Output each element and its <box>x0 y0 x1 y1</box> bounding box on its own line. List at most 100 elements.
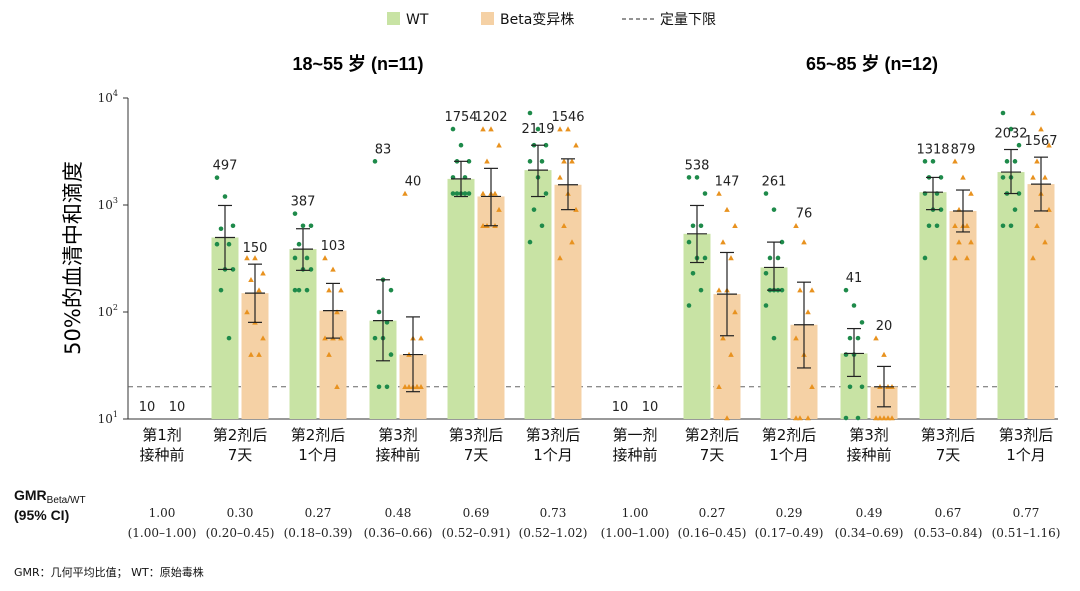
point-beta-p1g2-2 <box>252 255 258 261</box>
point-wt-p2g6-1 <box>1000 110 1006 116</box>
y-tick-1: 101 <box>98 410 128 426</box>
value-label-wt-p2g3: 261 <box>762 175 787 190</box>
gmr-header-main: GMR <box>14 487 47 503</box>
value-label-beta-p2g5: 879 <box>951 142 976 157</box>
gmr-ci-p1g3: (0.18–0.39) <box>284 526 353 540</box>
point-beta-p2g4-6 <box>873 415 879 421</box>
legend-wt-label: WT <box>406 12 429 28</box>
category-label-p2g3-line1: 第2剂后 <box>762 426 817 444</box>
point-wt-p1g2-6 <box>214 241 220 247</box>
category-label-p1g3-line1: 第2剂后 <box>291 426 346 444</box>
value-label-wt-p1g4: 83 <box>375 142 392 157</box>
point-wt-p2g6-12 <box>1008 223 1014 229</box>
value-label-beta-p1g6: 1546 <box>551 110 584 125</box>
category-label-p1g1-line1: 第1剂 <box>142 426 182 444</box>
value-label-wt-p1g1: 10 <box>139 400 156 415</box>
bar-wt-p2g5 <box>919 192 947 419</box>
point-beta-p1g2-4 <box>248 276 254 283</box>
point-wt-p1g6-5 <box>539 159 545 164</box>
point-beta-p1g5-8 <box>496 206 502 212</box>
y-tick-exp-4: 4 <box>113 89 118 98</box>
category-label-p2g1-line1: 第一剂 <box>612 426 657 444</box>
point-wt-p1g6-9 <box>531 207 537 212</box>
bar-wt-p2g3 <box>760 267 788 419</box>
gmr-value-p1g5: 0.69 <box>463 506 490 520</box>
point-beta-p1g6-5 <box>569 158 575 164</box>
point-wt-p2g5-8 <box>938 207 944 212</box>
point-beta-p1g4-6 <box>402 383 408 390</box>
point-wt-p1g3-5 <box>304 255 310 261</box>
point-wt-p1g2-4 <box>218 226 224 232</box>
gmr-ci-p2g5: (0.53–0.84) <box>914 526 983 540</box>
point-beta-p2g5-5 <box>964 222 970 228</box>
bar-wt-p2g6 <box>997 172 1025 419</box>
point-beta-p2g5-3 <box>968 190 974 196</box>
point-beta-p2g4-7 <box>881 415 887 421</box>
point-wt-p1g4-8 <box>388 352 394 357</box>
point-wt-p2g5-11 <box>922 255 928 261</box>
point-wt-p1g3-4 <box>296 241 302 247</box>
category-label-p2g1-line2: 接种前 <box>612 446 657 464</box>
point-wt-p1g5-3 <box>466 159 472 164</box>
point-beta-p1g3-3 <box>338 287 344 293</box>
point-beta-p1g5-11 <box>480 222 486 228</box>
value-label-wt-p2g1: 10 <box>612 400 629 415</box>
gmr-ci-p1g4: (0.36–0.66) <box>364 526 433 540</box>
point-beta-p2g6-5 <box>1042 174 1048 180</box>
point-beta-p1g4-3 <box>418 335 424 341</box>
point-beta-p1g3-4 <box>326 287 332 293</box>
gmr-value-p1g2: 0.30 <box>227 506 254 520</box>
category-label-p1g4-line1: 第3剂 <box>378 426 418 444</box>
gmr-ci-p1g6: (0.52–1.02) <box>519 526 588 540</box>
point-wt-p2g2-9 <box>690 270 696 276</box>
footnote: GMR：几何平均比值； WT：原始毒株 <box>14 565 204 579</box>
point-beta-p2g2-5 <box>728 255 734 261</box>
point-wt-p1g5-8 <box>466 191 472 196</box>
gmr-header-sub: Beta/WT <box>47 495 86 506</box>
point-wt-p2g3-12 <box>771 335 777 341</box>
point-beta-p1g4-9 <box>406 383 412 390</box>
point-beta-p2g6-10 <box>1042 239 1048 245</box>
point-wt-p1g2-2 <box>222 194 228 199</box>
bar-beta-p2g5 <box>949 210 977 419</box>
value-label-beta-p1g5: 1202 <box>474 110 507 125</box>
point-wt-p1g6-1 <box>527 110 533 116</box>
y-tick-base-4: 10 <box>98 91 113 105</box>
point-wt-p2g2-8 <box>702 255 708 261</box>
point-beta-p2g4-1 <box>873 335 879 341</box>
y-tick-exp-1: 1 <box>113 410 118 419</box>
point-beta-p2g4-10 <box>885 415 891 421</box>
point-wt-p2g6-3 <box>1016 142 1022 148</box>
category-label-p2g2-line2: 7天 <box>700 446 725 464</box>
point-wt-p2g3-3 <box>779 239 785 245</box>
category-label-p2g2-line1: 第2剂后 <box>685 426 740 444</box>
point-beta-p1g2-6 <box>244 309 250 315</box>
value-label-wt-p2g6: 2032 <box>994 127 1027 142</box>
bar-beta-p1g6 <box>554 184 582 419</box>
point-wt-p2g5-1 <box>922 159 928 164</box>
point-wt-p2g6-11 <box>1000 223 1006 229</box>
panel-title-young: 18~55 岁 (n=11) <box>292 53 423 74</box>
point-beta-p2g4-2 <box>881 351 887 357</box>
bar-wt-p2g2 <box>683 233 711 419</box>
point-beta-p1g3-8 <box>338 335 344 341</box>
category-label-p1g6-line2: 1个月 <box>533 446 573 464</box>
point-wt-p1g3-6 <box>292 255 298 261</box>
category-label-p1g1-line2: 接种前 <box>139 446 184 464</box>
value-label-wt-p1g2: 497 <box>213 159 238 174</box>
gmr-ci-p1g5: (0.52–0.91) <box>442 526 511 540</box>
point-beta-p2g5-8 <box>968 239 974 245</box>
legend-lloq-label: 定量下限 <box>660 12 716 28</box>
point-beta-p2g2-3 <box>732 222 738 228</box>
point-wt-p2g4-5 <box>855 335 861 341</box>
point-wt-p1g3-9 <box>296 287 302 293</box>
gmr-values: 1.00 (1.00–1.00) 0.30 (0.20–0.45) 0.27 (0.18–… <box>128 506 1061 540</box>
y-tick-3: 103 <box>98 196 128 212</box>
value-label-beta-p1g1: 10 <box>169 400 186 415</box>
svg-text:104: 104 <box>98 89 118 105</box>
point-wt-p1g4-6 <box>372 335 378 341</box>
point-wt-p1g5-2 <box>458 142 464 148</box>
category-label-p2g4-line2: 接种前 <box>846 446 891 464</box>
